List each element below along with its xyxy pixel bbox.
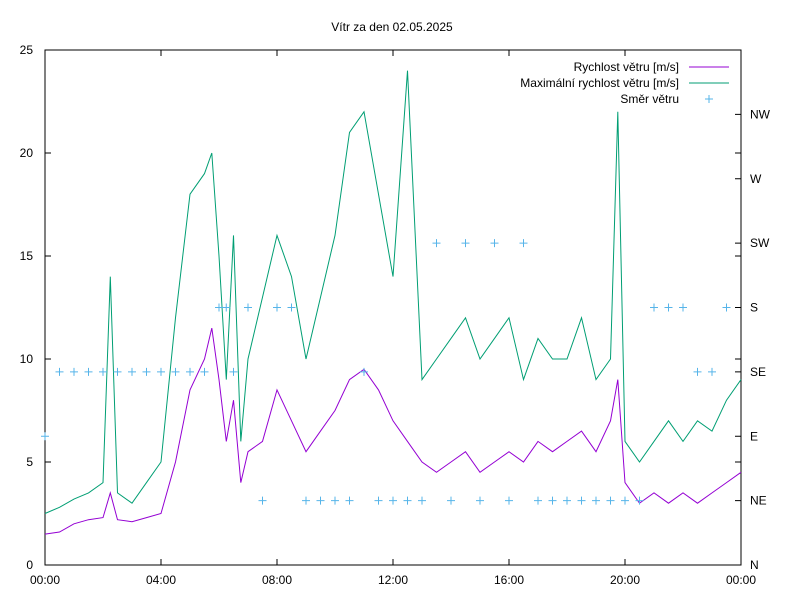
direction-marker (222, 303, 231, 312)
y2-tick-label-7: NW (750, 107, 771, 121)
direction-marker (360, 367, 368, 376)
direction-marker (476, 496, 484, 505)
y2-tick-label-3: SE (750, 365, 766, 379)
legend-label-max: Maximální rychlost větru [m/s] (520, 76, 679, 90)
direction-marker (563, 496, 571, 505)
direction-marker (186, 367, 194, 376)
y-tick-label-3: 15 (20, 249, 34, 263)
direction-marker (403, 496, 412, 505)
legend-label-speed: Rychlost větru [m/s] (574, 60, 679, 74)
direction-marker (534, 496, 542, 505)
y-axis-ticks: 0 5 10 15 20 25 (20, 43, 741, 572)
direction-marker (606, 496, 615, 505)
direction-marker (577, 496, 586, 505)
direction-marker (55, 367, 64, 376)
legend-label-direction: Směr větru (620, 92, 679, 106)
direction-marker (447, 496, 455, 505)
y-tick-label-2: 10 (20, 352, 34, 366)
y2-tick-label-1: NE (750, 494, 767, 508)
direction-marker (418, 496, 426, 505)
direction-marker (374, 496, 383, 505)
direction-marker (128, 367, 136, 376)
y-tick-label-4: 20 (20, 146, 34, 160)
y2-tick-label-5: SW (750, 236, 770, 250)
direction-marker (331, 496, 339, 505)
direction-marker (157, 367, 165, 376)
x-tick-label-5: 20:00 (610, 573, 640, 587)
direction-marker (244, 303, 252, 312)
chart-title: Vítr za den 02.05.2025 (331, 20, 453, 34)
direction-marker (287, 303, 296, 312)
direction-marker (490, 239, 499, 248)
axes (44, 49, 742, 566)
direction-marker (664, 303, 673, 312)
direction-marker (142, 367, 151, 376)
y2-tick-label-6: W (750, 172, 762, 186)
direction-marker (84, 367, 93, 376)
plot-frame (44, 49, 742, 566)
direction-marker (258, 496, 267, 505)
legend-swatch-direction (705, 95, 713, 103)
x-tick-label-2: 08:00 (262, 573, 292, 587)
direction-marker (432, 239, 441, 248)
x-tick-label-6: 00:00 (726, 573, 756, 587)
x-tick-label-3: 12:00 (378, 573, 408, 587)
direction-marker (99, 367, 107, 376)
direction-marker (592, 496, 600, 505)
direction-marker (519, 239, 528, 248)
direction-marker (461, 239, 470, 248)
y2-tick-label-2: E (750, 429, 758, 443)
direction-marker (621, 496, 629, 505)
series-layer (41, 70, 742, 535)
x-tick-label-1: 04:00 (146, 573, 176, 587)
direction-marker (113, 367, 122, 376)
direction-marker (171, 367, 180, 376)
direction-marker (635, 496, 644, 505)
series-direction-markers (41, 239, 731, 505)
direction-marker (650, 303, 658, 312)
direction-marker (548, 496, 557, 505)
x-axis-ticks: 00:00 04:00 08:00 12:00 16:00 20:00 00:00 (30, 50, 756, 587)
x-tick-label-4: 16:00 (494, 573, 524, 587)
y2-axis-ticks: N NE E SE S SW W NW (735, 107, 771, 572)
direction-marker (41, 432, 49, 441)
direction-marker (273, 303, 281, 312)
y-tick-label-0: 0 (26, 558, 33, 572)
direction-marker (316, 496, 325, 505)
direction-marker (708, 367, 716, 376)
direction-marker (70, 367, 78, 376)
direction-marker (200, 367, 209, 376)
direction-marker (693, 367, 702, 376)
y2-tick-label-0: N (750, 558, 759, 572)
direction-marker (722, 303, 731, 312)
direction-marker (229, 367, 238, 376)
y2-tick-label-4: S (750, 301, 758, 315)
direction-marker (345, 496, 354, 505)
series-speed-line (44, 327, 742, 535)
direction-marker (389, 496, 397, 505)
series-max-speed-line (44, 70, 742, 514)
direction-marker (679, 303, 687, 312)
direction-marker (505, 496, 513, 505)
direction-marker (215, 303, 223, 312)
y-tick-label-1: 5 (26, 455, 33, 469)
direction-marker (302, 496, 310, 505)
legend: Rychlost větru [m/s] Maximální rychlost … (520, 60, 729, 106)
x-tick-label-0: 00:00 (30, 573, 60, 587)
y-tick-label-5: 25 (20, 43, 34, 57)
